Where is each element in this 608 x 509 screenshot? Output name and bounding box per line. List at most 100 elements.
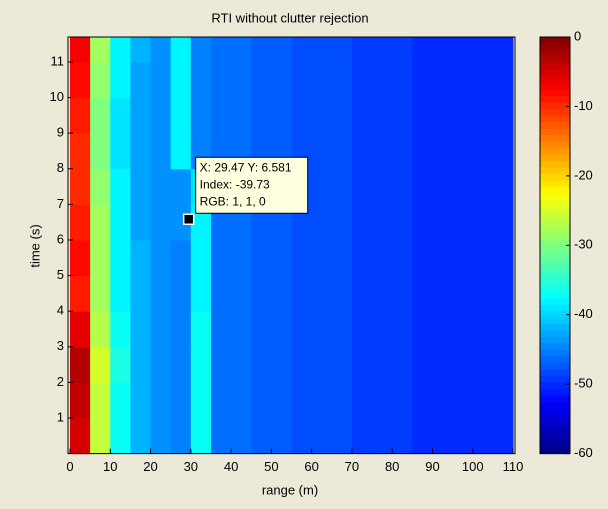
heat-cell <box>432 97 454 134</box>
colorbar-swatch <box>540 408 570 416</box>
y-tick-label: 10 <box>50 89 64 104</box>
heat-cell <box>210 417 232 455</box>
heat-cell <box>130 204 152 241</box>
heat-cell <box>210 311 232 348</box>
heat-cell <box>70 204 91 241</box>
heat-cell <box>90 37 111 63</box>
heat-cell <box>291 37 313 63</box>
heat-cell <box>331 37 353 63</box>
heat-cell <box>372 382 393 419</box>
heat-cell <box>351 133 373 170</box>
colorbar-swatch <box>540 193 570 201</box>
colorbar-swatch <box>540 206 570 214</box>
heat-cell <box>150 346 172 383</box>
colorbar-swatch <box>540 395 570 403</box>
heat-cell <box>291 382 313 419</box>
heat-cell <box>90 61 111 99</box>
colorbar-swatch <box>540 115 570 123</box>
heat-cell <box>372 168 393 205</box>
datatip-box <box>195 156 309 214</box>
heat-cell <box>70 417 91 455</box>
heat-cell <box>432 417 454 455</box>
heat-cell <box>452 239 474 277</box>
heat-cell <box>251 239 272 277</box>
heat-cell <box>291 311 313 348</box>
heat-cell <box>130 168 152 205</box>
heat-cell <box>392 61 413 99</box>
y-tick-label: 7 <box>57 196 64 211</box>
heat-cell <box>472 61 494 99</box>
heat-cell <box>210 275 232 312</box>
colorbar-swatch <box>540 108 570 116</box>
heat-cell <box>372 275 393 312</box>
colorbar-swatch <box>540 212 570 220</box>
heat-cell <box>351 275 373 312</box>
heat-cell <box>110 204 131 241</box>
heat-cell <box>331 275 353 312</box>
heat-cell <box>492 37 514 63</box>
heat-cell <box>70 168 91 205</box>
heat-cell <box>372 37 393 63</box>
heat-cell <box>311 37 333 63</box>
colorbar-tick-label: 0 <box>574 28 581 43</box>
colorbar-swatch <box>540 160 570 168</box>
heat-cell <box>452 275 474 312</box>
heat-cell <box>432 37 454 63</box>
heat-cell <box>311 61 333 99</box>
heat-cell <box>392 97 413 134</box>
heat-cell <box>210 346 232 383</box>
colorbar-swatch <box>540 173 570 181</box>
heat-cell <box>150 37 172 63</box>
heat-cell <box>251 97 272 134</box>
heat-cell <box>331 346 353 383</box>
heat-cell <box>130 346 152 383</box>
heat-cell <box>110 417 131 455</box>
heat-cell <box>372 97 393 134</box>
heat-cell <box>412 239 433 277</box>
heat-cell <box>392 275 413 312</box>
heat-cell <box>372 61 393 99</box>
x-tick-label: 10 <box>103 459 117 474</box>
heat-cell <box>472 168 494 205</box>
heat-cell <box>412 97 433 134</box>
heat-cell <box>90 168 111 205</box>
heat-cell <box>271 311 292 348</box>
colorbar-swatch <box>540 349 570 357</box>
heat-cell <box>432 275 454 312</box>
x-tick-label: 50 <box>264 459 278 474</box>
heat-cell <box>452 168 474 205</box>
heat-cell <box>170 97 192 134</box>
x-axis-label: range (m) <box>262 482 318 497</box>
colorbar-tick-label: -50 <box>574 376 593 391</box>
colorbar-swatch <box>540 180 570 188</box>
heat-cell <box>412 61 433 99</box>
heat-cell <box>190 346 212 383</box>
datatip-text: RGB: 1, 1, 0 <box>200 194 266 208</box>
heat-cell <box>130 311 152 348</box>
heat-cell <box>331 311 353 348</box>
x-tick-label: 90 <box>425 459 439 474</box>
heat-cell <box>331 239 353 277</box>
heat-cell <box>150 311 172 348</box>
heat-cell <box>291 417 313 455</box>
heat-cell <box>472 239 494 277</box>
heat-cell <box>291 97 313 134</box>
colorbar-swatch <box>540 219 570 227</box>
colorbar-swatch <box>540 362 570 370</box>
y-tick-label: 11 <box>51 53 65 68</box>
heat-cell <box>331 168 353 205</box>
colorbar-swatch <box>540 388 570 396</box>
heat-cell <box>412 133 433 170</box>
heat-cell <box>190 382 212 419</box>
y-tick-label: 1 <box>57 409 64 424</box>
heat-cell <box>472 133 494 170</box>
heat-cell <box>251 346 272 383</box>
y-tick-label: 5 <box>57 267 64 282</box>
colorbar-swatch <box>540 95 570 103</box>
colorbar-swatch <box>540 186 570 194</box>
heat-cell <box>110 275 131 312</box>
heat-cell <box>492 382 514 419</box>
colorbar-swatch <box>540 37 570 45</box>
heat-cell <box>251 311 272 348</box>
heat-cell <box>110 37 131 63</box>
